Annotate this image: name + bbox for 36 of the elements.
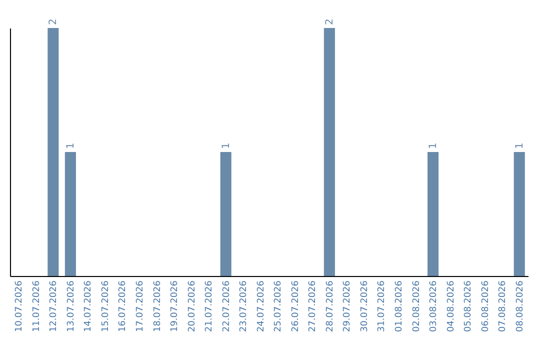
x-tick-label: 16.07.2026 xyxy=(118,280,128,332)
x-tick-label: 13.07.2026 xyxy=(66,280,76,332)
data-label: 2 xyxy=(324,18,336,25)
x-tick-label: 11.07.2026 xyxy=(32,280,42,332)
x-tick-label: 22.07.2026 xyxy=(222,280,232,332)
x-tick-label: 19.07.2026 xyxy=(170,280,180,332)
x-tick-label: 08.08.2026 xyxy=(515,280,526,332)
data-label: 2 xyxy=(48,18,60,25)
x-tick-label: 21.07.2026 xyxy=(204,280,215,332)
x-tick-label: 14.07.2026 xyxy=(84,280,94,332)
data-label: 1 xyxy=(428,142,440,149)
x-tick-label: 20.07.2026 xyxy=(187,280,198,332)
data-label: 1 xyxy=(65,142,76,149)
x-tick-label: 06.08.2026 xyxy=(480,280,491,332)
x-tick-label: 12.07.2026 xyxy=(49,280,60,332)
x-tick-label: 27.07.2026 xyxy=(308,280,318,332)
x-tick-label: 02.08.2026 xyxy=(412,280,422,332)
data-label: 1 xyxy=(220,142,232,149)
x-tick-label: 24.07.2026 xyxy=(256,280,266,332)
x-tick-label: 01.08.2026 xyxy=(394,280,404,332)
x-tick-label: 29.07.2026 xyxy=(342,280,353,332)
x-tick-label: 26.07.2026 xyxy=(290,280,301,332)
x-tick-label: 04.08.2026 xyxy=(446,280,456,332)
x-tick-label: 07.08.2026 xyxy=(498,280,508,332)
x-tick-label: 28.07.2026 xyxy=(325,280,336,332)
x-tick-label: 18.07.2026 xyxy=(152,280,163,332)
x-tick-label: 23.07.2026 xyxy=(239,280,250,332)
x-tick-label: 25.07.2026 xyxy=(274,280,284,332)
x-tick-label: 17.07.2026 xyxy=(136,280,146,332)
x-tick-label: 31.07.2026 xyxy=(377,280,388,332)
x-tick-label: 15.07.2026 xyxy=(100,280,111,332)
x-tick-label: 05.08.2026 xyxy=(464,280,474,332)
data-label: 1 xyxy=(514,142,526,149)
x-tick-label: 30.07.2026 xyxy=(360,280,370,332)
x-tick-label: 10.07.2026 xyxy=(14,280,25,332)
x-tick-label: 03.08.2026 xyxy=(429,280,440,332)
